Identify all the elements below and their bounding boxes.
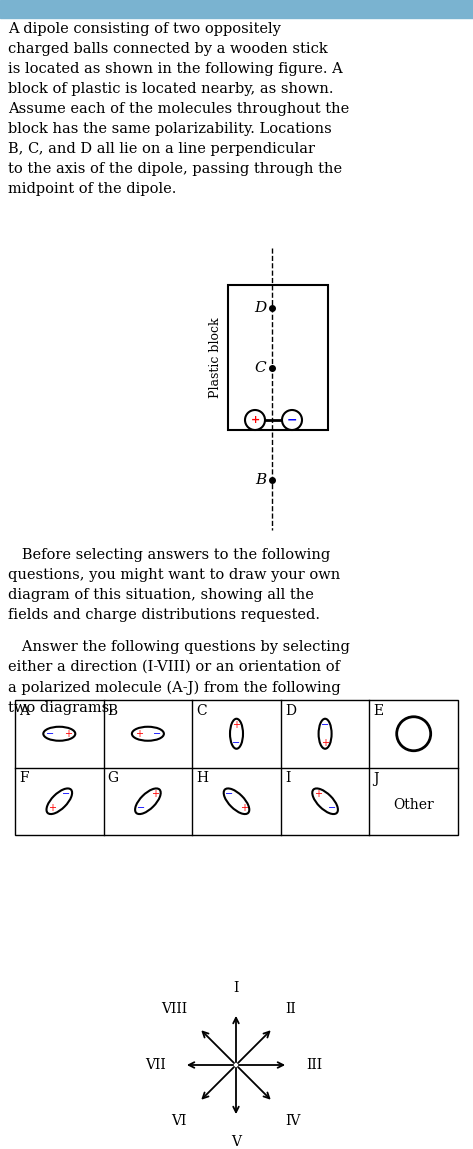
Text: Before selecting answers to the following
questions, you might want to draw your: Before selecting answers to the followin… [8,548,340,622]
Text: VI: VI [172,1115,187,1128]
Text: +: + [48,803,56,813]
Text: G: G [107,771,119,786]
Text: −: − [62,789,70,800]
Text: +: + [239,803,247,813]
Text: C: C [196,704,207,718]
Text: Other: Other [394,799,434,812]
Text: A dipole consisting of two oppositely
charged balls connected by a wooden stick
: A dipole consisting of two oppositely ch… [8,22,349,196]
Text: D: D [285,704,296,718]
Text: IV: IV [285,1115,300,1128]
Text: −: − [46,728,54,739]
Text: I: I [233,981,239,995]
Bar [0,0,473,18]
Text: +: + [314,789,322,800]
Text: −: − [328,803,336,813]
Text: +: + [250,415,260,425]
Text: B: B [255,473,266,487]
Text: A: A [19,704,29,718]
Text: H: H [196,771,208,786]
Bar [15,700,458,835]
Text: −: − [287,414,297,426]
Text: B: B [107,704,118,718]
Text: −: − [137,803,145,813]
Text: VII: VII [145,1058,166,1072]
Text: −: − [321,719,329,730]
Text: +: + [321,738,329,748]
Text: E: E [373,704,384,718]
Text: −: − [225,789,234,800]
Text: VIII: VIII [161,1002,187,1016]
Text: Plastic block: Plastic block [209,317,222,398]
Text: +: + [64,728,72,739]
Text: I: I [285,771,290,786]
Text: −: − [232,738,241,748]
Text: III: III [307,1058,323,1072]
Text: J: J [373,771,379,786]
Bar [228,285,328,430]
Text: +: + [151,789,159,800]
Text: +: + [233,719,240,730]
Text: +: + [135,728,143,739]
Text: C: C [254,361,266,375]
Text: Answer the following questions by selecting
either a direction (I-VIII) or an or: Answer the following questions by select… [8,640,350,715]
Text: F: F [19,771,29,786]
Text: D: D [254,301,266,315]
Text: −: − [153,728,161,739]
Text: V: V [231,1134,241,1149]
Circle shape [245,410,265,430]
Circle shape [282,410,302,430]
Text: II: II [285,1002,296,1016]
